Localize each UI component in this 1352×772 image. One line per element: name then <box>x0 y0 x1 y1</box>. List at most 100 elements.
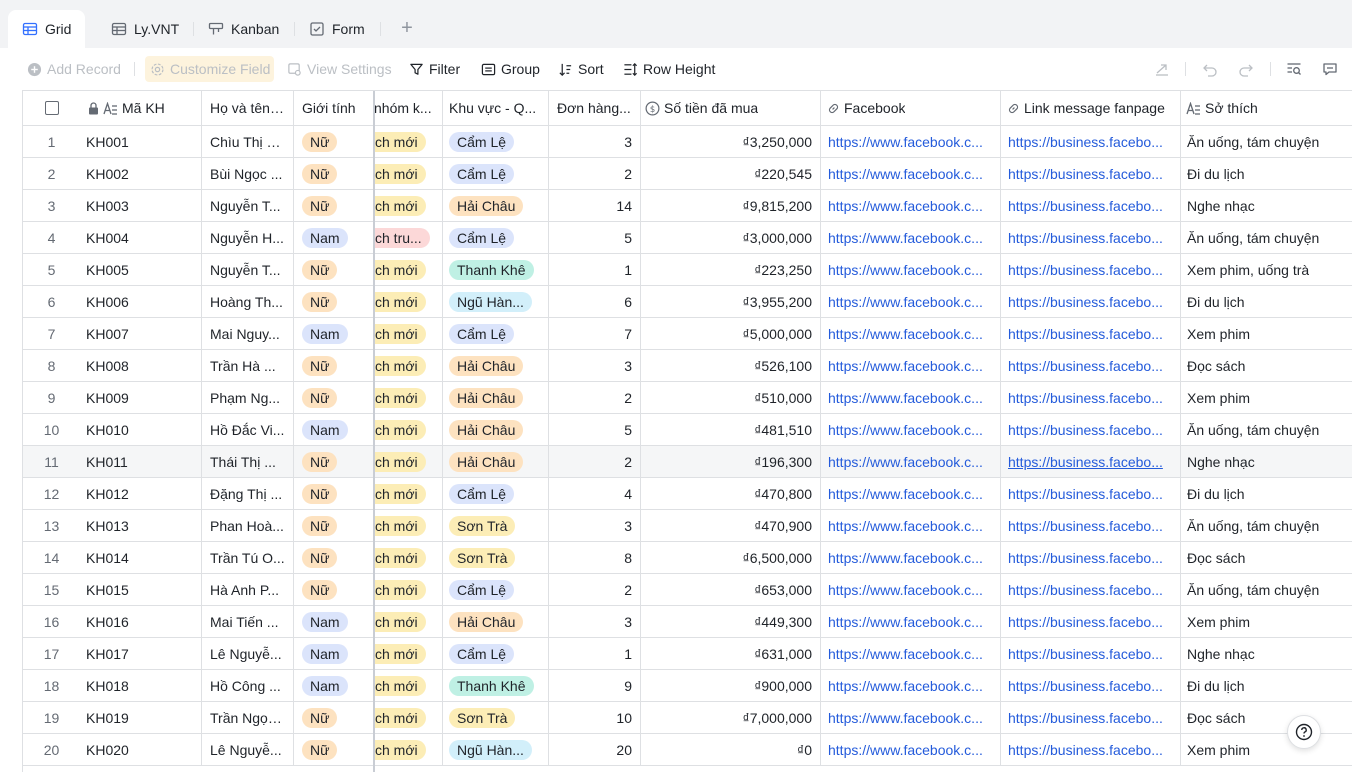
cell-so-thich[interactable]: Ăn uống, tám chuyện <box>1181 574 1352 606</box>
cell-so-thich[interactable]: Nghe nhạc <box>1181 446 1352 478</box>
column-header-ho-ten[interactable]: Họ và tên ... <box>202 91 294 126</box>
table-row[interactable]: 1 KH001 Chìu Thị S... Nữ ch mới Cẩm Lệ 3 ₫3,250… <box>23 126 1352 158</box>
cell-ma-kh[interactable]: KH013 <box>80 510 202 542</box>
cell-khu-vuc[interactable]: Cẩm Lệ <box>443 222 549 254</box>
cell-ma-kh[interactable]: KH017 <box>80 638 202 670</box>
cell-so-thich[interactable]: Nghe nhạc <box>1181 638 1352 670</box>
table-row[interactable]: 2 KH002 Bùi Ngọc ... Nữ ch mới Cẩm Lệ 2 ₫220,54… <box>23 158 1352 190</box>
cell-khu-vuc[interactable]: Ngũ Hàn... <box>443 734 549 766</box>
cell-facebook[interactable]: https://www.facebook.c... <box>821 254 1001 286</box>
column-header-facebook[interactable]: Facebook <box>821 91 1001 126</box>
message-link[interactable]: https://business.facebo... <box>1008 293 1163 310</box>
table-row[interactable]: 4 KH004 Nguyễn H... Nam ch tru... Cẩm Lệ 5 ₫3,0… <box>23 222 1352 254</box>
cell-so-tien[interactable]: ₫3,250,000 <box>641 126 821 158</box>
cell-gioi-tinh[interactable]: Nữ <box>294 350 374 382</box>
cell-so-thich[interactable]: Ăn uống, tám chuyện <box>1181 126 1352 158</box>
cell-ma-kh[interactable]: KH005 <box>80 254 202 286</box>
tab-form[interactable]: Form <box>295 10 379 48</box>
cell-ma-kh[interactable]: KH016 <box>80 606 202 638</box>
redo-icon[interactable] <box>1235 58 1257 80</box>
cell-so-tien[interactable]: ₫5,000,000 <box>641 318 821 350</box>
cell-khu-vuc[interactable]: Cẩm Lệ <box>443 574 549 606</box>
row-index[interactable]: 4 <box>23 222 80 254</box>
row-index[interactable]: 12 <box>23 478 80 510</box>
cell-so-tien[interactable]: ₫3,955,200 <box>641 286 821 318</box>
message-link[interactable]: https://business.facebo... <box>1008 133 1163 150</box>
cell-ma-kh[interactable]: KH018 <box>80 670 202 702</box>
cell-ho-ten[interactable]: Hồ Công ... <box>202 670 294 702</box>
cell-so-thich[interactable]: Xem phim <box>1181 734 1352 766</box>
cell-facebook[interactable]: https://www.facebook.c... <box>821 350 1001 382</box>
cell-ho-ten[interactable]: Hoàng Th... <box>202 286 294 318</box>
message-link[interactable]: https://business.facebo... <box>1008 517 1163 534</box>
cell-so-tien[interactable]: ₫470,900 <box>641 510 821 542</box>
cell-link-message[interactable]: https://business.facebo... <box>1001 126 1181 158</box>
cell-ho-ten[interactable]: Hà Anh P... <box>202 574 294 606</box>
help-button[interactable] <box>1287 715 1321 749</box>
cell-gioi-tinh[interactable]: Nam <box>294 670 374 702</box>
cell-link-message[interactable]: https://business.facebo... <box>1001 382 1181 414</box>
cell-ho-ten[interactable]: Nguyễn T... <box>202 190 294 222</box>
view-settings-button[interactable]: View Settings <box>286 58 392 80</box>
cell-don-hang[interactable]: 3 <box>549 606 641 638</box>
cell-ho-ten[interactable]: Lê Nguyễ... <box>202 734 294 766</box>
row-index[interactable]: 2 <box>23 158 80 190</box>
row-index[interactable]: 17 <box>23 638 80 670</box>
cell-khu-vuc[interactable]: Hải Châu <box>443 190 549 222</box>
table-row[interactable]: 20 KH020 Lê Nguyễ... Nữ ch mới Ngũ Hàn... 20 ₫0… <box>23 734 1352 766</box>
cell-ma-kh[interactable]: KH015 <box>80 574 202 606</box>
cell-don-hang[interactable]: 2 <box>549 574 641 606</box>
facebook-link[interactable]: https://www.facebook.c... <box>828 741 983 758</box>
cell-so-thich[interactable]: Ăn uống, tám chuyện <box>1181 414 1352 446</box>
cell-facebook[interactable]: https://www.facebook.c... <box>821 414 1001 446</box>
cell-don-hang[interactable]: 20 <box>549 734 641 766</box>
cell-ma-kh[interactable]: KH010 <box>80 414 202 446</box>
cell-so-thich[interactable]: Nghe nhạc <box>1181 190 1352 222</box>
cell-khu-vuc[interactable]: Cẩm Lệ <box>443 158 549 190</box>
cell-khu-vuc[interactable]: Cẩm Lệ <box>443 638 549 670</box>
cell-facebook[interactable]: https://www.facebook.c... <box>821 382 1001 414</box>
cell-link-message[interactable]: https://business.facebo... <box>1001 446 1181 478</box>
cell-gioi-tinh[interactable]: Nữ <box>294 478 374 510</box>
message-link[interactable]: https://business.facebo... <box>1008 229 1163 246</box>
facebook-link[interactable]: https://www.facebook.c... <box>828 645 983 662</box>
cell-gioi-tinh[interactable]: Nữ <box>294 542 374 574</box>
facebook-link[interactable]: https://www.facebook.c... <box>828 677 983 694</box>
cell-so-tien[interactable]: ₫196,300 <box>641 446 821 478</box>
cell-ho-ten[interactable]: Thái Thị ... <box>202 446 294 478</box>
row-index[interactable]: 11 <box>23 446 80 478</box>
cell-ma-kh[interactable]: KH006 <box>80 286 202 318</box>
cell-gioi-tinh[interactable]: Nữ <box>294 446 374 478</box>
column-header-gioi-tinh[interactable]: Giới tính <box>294 91 374 126</box>
table-row[interactable]: 9 KH009 Phạm Ng... Nữ ch mới Hải Châu 2 ₫510,00… <box>23 382 1352 414</box>
cell-don-hang[interactable]: 5 <box>549 222 641 254</box>
row-index[interactable]: 14 <box>23 542 80 574</box>
table-row[interactable]: 8 KH008 Trần Hà ... Nữ ch mới Hải Châu 3 ₫526,1… <box>23 350 1352 382</box>
cell-so-thich[interactable]: Ăn uống, tám chuyện <box>1181 510 1352 542</box>
cell-nhom[interactable]: ch mới <box>374 638 443 670</box>
cell-nhom[interactable]: ch tru... <box>374 222 443 254</box>
cell-gioi-tinh[interactable]: Nữ <box>294 286 374 318</box>
cell-link-message[interactable]: https://business.facebo... <box>1001 542 1181 574</box>
cell-nhom[interactable]: ch mới <box>374 702 443 734</box>
cell-nhom[interactable]: ch mới <box>374 478 443 510</box>
cell-facebook[interactable]: https://www.facebook.c... <box>821 606 1001 638</box>
cell-facebook[interactable]: https://www.facebook.c... <box>821 702 1001 734</box>
cell-link-message[interactable]: https://business.facebo... <box>1001 350 1181 382</box>
cell-ho-ten[interactable]: Phạm Ng... <box>202 382 294 414</box>
facebook-link[interactable]: https://www.facebook.c... <box>828 709 983 726</box>
cell-nhom[interactable]: ch mới <box>374 286 443 318</box>
facebook-link[interactable]: https://www.facebook.c... <box>828 229 983 246</box>
row-index[interactable]: 15 <box>23 574 80 606</box>
message-link[interactable]: https://business.facebo... <box>1008 197 1163 214</box>
facebook-link[interactable]: https://www.facebook.c... <box>828 165 983 182</box>
cell-nhom[interactable]: ch mới <box>374 158 443 190</box>
cell-don-hang[interactable]: 2 <box>549 382 641 414</box>
filter-button[interactable]: Filter <box>408 58 460 80</box>
cell-facebook[interactable]: https://www.facebook.c... <box>821 574 1001 606</box>
search-icon[interactable] <box>1283 58 1305 80</box>
cell-gioi-tinh[interactable]: Nam <box>294 222 374 254</box>
cell-ho-ten[interactable]: Lê Nguyễ... <box>202 638 294 670</box>
message-link[interactable]: https://business.facebo... <box>1008 709 1163 726</box>
cell-facebook[interactable]: https://www.facebook.c... <box>821 510 1001 542</box>
